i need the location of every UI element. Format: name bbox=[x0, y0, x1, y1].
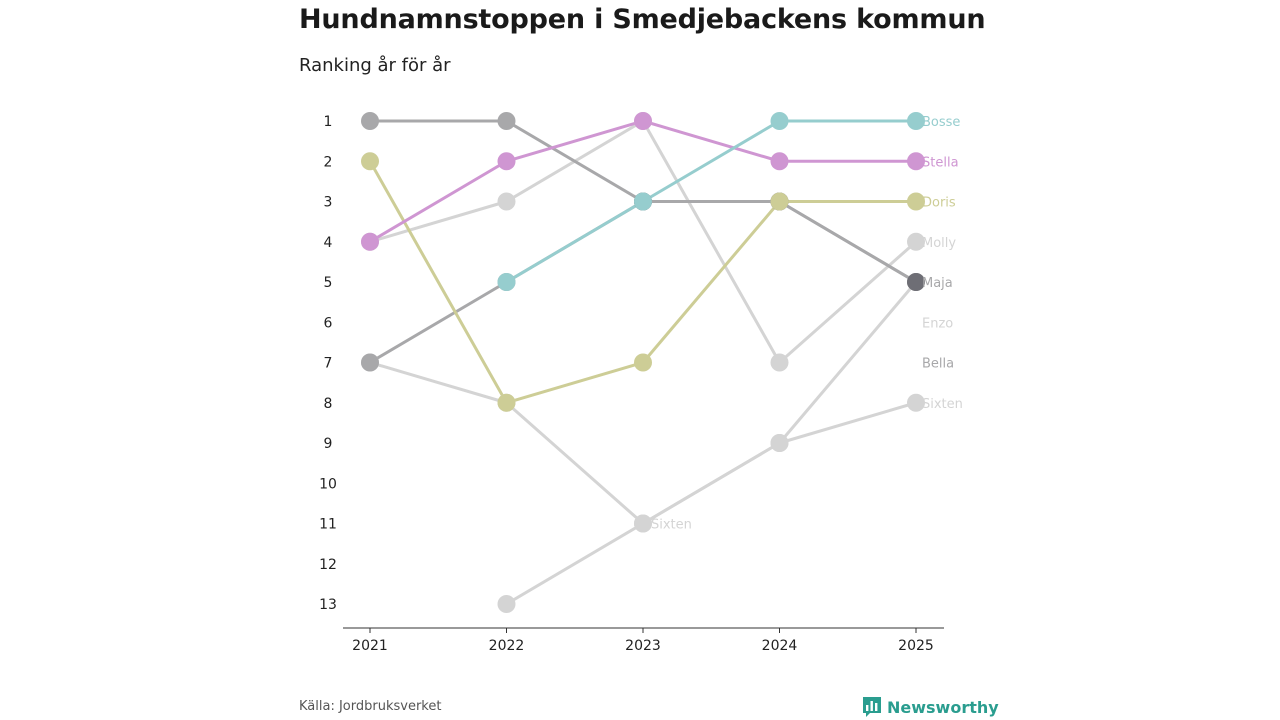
dot-maja-2022 bbox=[497, 112, 516, 130]
y-tick-label-1: 1 bbox=[324, 114, 333, 130]
line-bosse bbox=[505, 119, 918, 284]
dot-bosse-2023 bbox=[634, 192, 652, 211]
dot-doris-2021 bbox=[361, 152, 379, 171]
end-label-molly: Molly bbox=[922, 236, 956, 251]
series-dots bbox=[361, 112, 925, 613]
dot-stella-2021 bbox=[361, 232, 379, 251]
y-tick-label-4: 4 bbox=[324, 235, 333, 251]
y-tick-label-10: 10 bbox=[319, 476, 337, 492]
mid-label-sixten: Sixten bbox=[651, 518, 692, 533]
y-tick-label-8: 8 bbox=[324, 396, 333, 412]
chart-title: Hundnamnstoppen i Smedjebackens kommun bbox=[299, 4, 986, 35]
line-bella bbox=[368, 200, 918, 364]
line-molly bbox=[368, 119, 918, 364]
y-tick-label-6: 6 bbox=[324, 315, 333, 331]
end-label-maja: Maja bbox=[922, 276, 953, 291]
end-label-doris: Doris bbox=[922, 196, 956, 211]
dot-sixten-2025 bbox=[907, 393, 925, 412]
line-sixten bbox=[505, 401, 918, 606]
x-tick-label-2025: 2025 bbox=[898, 638, 934, 654]
dot-stella-2024 bbox=[770, 152, 789, 171]
source-note: Källa: Jordbruksverket bbox=[299, 699, 442, 714]
bar-chart-logo-icon bbox=[863, 697, 881, 717]
x-tick-label-2023: 2023 bbox=[625, 638, 661, 654]
dot-bosse-2024 bbox=[770, 112, 789, 130]
dot-stella-2025 bbox=[907, 152, 925, 171]
y-tick-label-7: 7 bbox=[324, 356, 333, 372]
y-tick-label-9: 9 bbox=[324, 436, 333, 452]
dot-molly-2025 bbox=[907, 232, 925, 251]
dot-stella-2022 bbox=[497, 152, 516, 171]
y-tick-label-13: 13 bbox=[319, 597, 337, 613]
y-tick-label-2: 2 bbox=[324, 154, 333, 170]
x-tick-label-2021: 2021 bbox=[352, 638, 388, 654]
series-end-labels: Bosse Stella Doris Molly Maja Enzo Bella Sixten… bbox=[651, 115, 963, 533]
brand-name: Newsworthy bbox=[887, 697, 999, 717]
end-label-sixten: Sixten bbox=[922, 397, 963, 412]
dot-bella-2021 bbox=[361, 353, 379, 372]
dot-molly-2024 bbox=[770, 353, 789, 372]
dot-sixten-2023 bbox=[634, 514, 652, 533]
end-label-bosse: Bosse bbox=[922, 115, 960, 130]
line-stella bbox=[368, 119, 918, 244]
end-label-bella: Bella bbox=[922, 357, 954, 372]
dot-bosse-2025 bbox=[907, 112, 925, 130]
dot-maja-2025 bbox=[907, 273, 925, 291]
dot-doris-2022 bbox=[497, 393, 516, 412]
brand-logo[interactable]: Newsworthy bbox=[862, 696, 999, 718]
end-label-enzo: Enzo bbox=[922, 316, 953, 331]
x-tick-label-2024: 2024 bbox=[762, 638, 798, 654]
dot-doris-2023 bbox=[634, 353, 652, 372]
line-enzo bbox=[368, 280, 918, 525]
y-tick-label-3: 3 bbox=[324, 195, 333, 211]
dot-doris-2024 bbox=[770, 192, 789, 211]
dot-doris-2025 bbox=[907, 192, 925, 211]
dot-sixten-2022 bbox=[497, 595, 516, 613]
y-tick-label-11: 11 bbox=[319, 517, 337, 533]
dot-sixten-2024 bbox=[770, 434, 789, 452]
y-tick-label-12: 12 bbox=[319, 557, 337, 573]
x-axis-ticks: 2021 2022 2023 2024 2025 bbox=[352, 628, 934, 654]
dot-bosse-2022 bbox=[497, 273, 516, 291]
chart-subtitle: Ranking år för år bbox=[299, 55, 451, 76]
x-tick-label-2022: 2022 bbox=[489, 638, 525, 654]
dot-stella-2023 bbox=[634, 112, 652, 130]
dot-maja-2021 bbox=[361, 112, 379, 130]
y-tick-label-5: 5 bbox=[324, 275, 333, 291]
dot-molly-2022 bbox=[497, 192, 516, 211]
end-label-stella: Stella bbox=[922, 155, 959, 170]
